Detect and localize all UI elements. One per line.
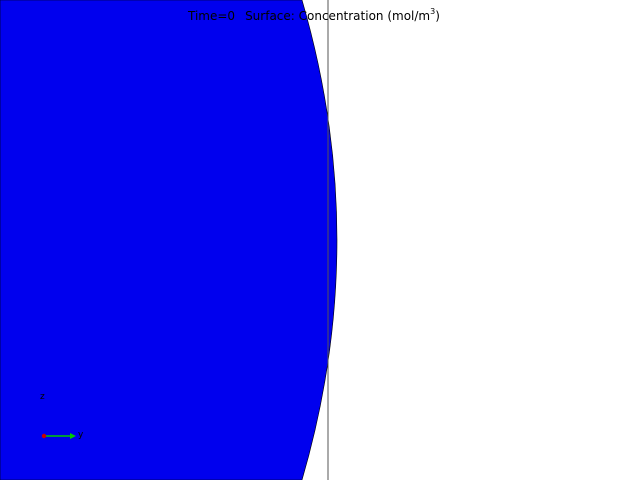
unit-close: )	[435, 9, 440, 23]
time-label: Time=0	[188, 9, 236, 23]
y-axis-label: y	[78, 430, 84, 440]
axis-triad	[41, 433, 76, 439]
triad-origin-marker	[41, 433, 47, 439]
unit-exponent: 3	[430, 7, 436, 16]
y-axis-arrow-head	[70, 433, 76, 439]
plot-title: Time=0 Surface: Concentration (mol/m3)	[188, 5, 440, 24]
z-axis-label: z	[40, 392, 45, 402]
plot-label: Surface: Concentration (mol/m	[245, 9, 431, 23]
surface-concentration-plot	[0, 0, 338, 480]
